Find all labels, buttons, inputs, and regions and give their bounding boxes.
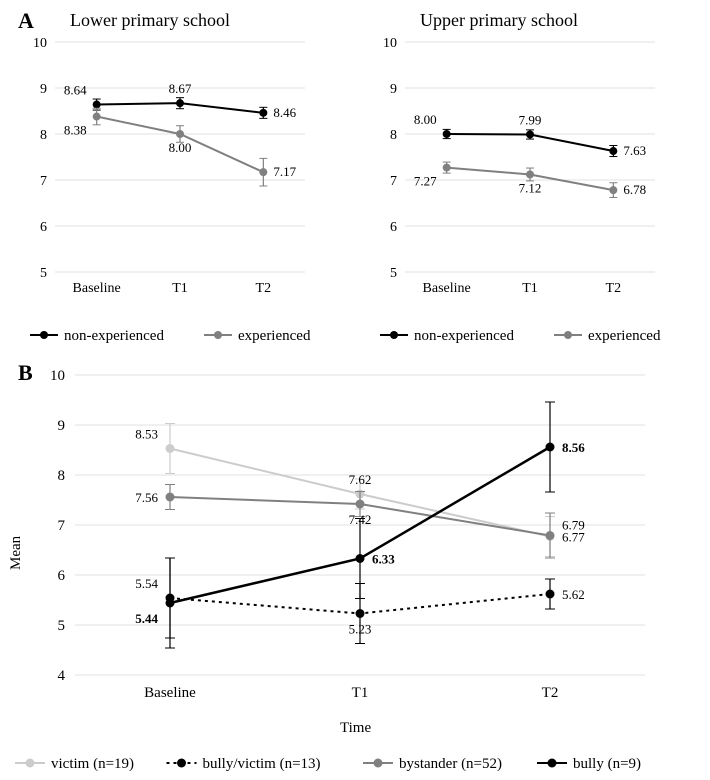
svg-text:T1: T1 xyxy=(522,281,538,296)
svg-text:5.54: 5.54 xyxy=(135,576,158,591)
svg-text:7.99: 7.99 xyxy=(519,112,542,127)
svg-text:8.00: 8.00 xyxy=(169,140,192,155)
svg-text:8.00: 8.00 xyxy=(414,112,437,127)
svg-text:bystander (n=52): bystander (n=52) xyxy=(399,756,502,772)
svg-text:10: 10 xyxy=(50,368,65,384)
svg-text:8.46: 8.46 xyxy=(273,105,296,120)
svg-text:7.56: 7.56 xyxy=(135,490,158,505)
svg-text:9: 9 xyxy=(390,82,397,97)
svg-text:7.17: 7.17 xyxy=(273,164,296,179)
svg-text:T2: T2 xyxy=(256,281,272,296)
svg-text:victim (n=19): victim (n=19) xyxy=(51,756,134,772)
svg-text:8: 8 xyxy=(58,468,66,484)
svg-text:5: 5 xyxy=(58,618,66,634)
svg-text:7: 7 xyxy=(390,174,397,189)
svg-text:9: 9 xyxy=(58,418,66,434)
svg-text:7: 7 xyxy=(40,174,47,189)
svg-text:T2: T2 xyxy=(606,281,622,296)
legend-a-right: non-experienced experienced xyxy=(365,322,695,348)
svg-text:bully/victim (n=13): bully/victim (n=13) xyxy=(203,756,321,772)
panel-a-left-title: Lower primary school xyxy=(70,10,230,31)
svg-text:T1: T1 xyxy=(172,281,188,296)
svg-text:experienced: experienced xyxy=(588,328,661,344)
svg-text:6: 6 xyxy=(390,220,397,235)
svg-text:non-experienced: non-experienced xyxy=(64,328,164,344)
svg-text:5: 5 xyxy=(390,266,397,281)
svg-text:7.12: 7.12 xyxy=(519,180,542,195)
svg-text:6.33: 6.33 xyxy=(372,552,395,567)
panel-b-x-axis-title: Time xyxy=(340,720,371,737)
panel-a-right-title: Upper primary school xyxy=(420,10,578,31)
svg-text:5.23: 5.23 xyxy=(349,622,372,637)
svg-text:6: 6 xyxy=(40,220,47,235)
svg-text:7.62: 7.62 xyxy=(349,472,372,487)
svg-text:8.64: 8.64 xyxy=(64,83,87,98)
svg-text:5.62: 5.62 xyxy=(562,587,585,602)
svg-text:5.44: 5.44 xyxy=(135,611,158,626)
svg-text:Baseline: Baseline xyxy=(423,281,471,296)
svg-text:bully (n=9): bully (n=9) xyxy=(573,756,641,772)
svg-text:8.56: 8.56 xyxy=(562,440,585,455)
legend-a-left: non-experienced experienced xyxy=(15,322,345,348)
svg-text:Baseline: Baseline xyxy=(73,281,121,296)
chart-a-left: 5 6 7 8 9 10 Baseline T1 T2 8.64 8.67 8.46 8.38 8.00 7… xyxy=(15,32,345,322)
svg-text:T1: T1 xyxy=(352,685,369,701)
svg-text:7: 7 xyxy=(58,518,66,534)
svg-text:6.78: 6.78 xyxy=(623,182,646,197)
svg-text:6.79: 6.79 xyxy=(562,518,585,533)
svg-text:non-experienced: non-experienced xyxy=(414,328,514,344)
svg-text:experienced: experienced xyxy=(238,328,311,344)
svg-text:8.53: 8.53 xyxy=(135,427,158,442)
svg-text:9: 9 xyxy=(40,82,47,97)
svg-text:8: 8 xyxy=(390,128,397,143)
panel-a-label: A xyxy=(18,8,34,34)
svg-text:5: 5 xyxy=(40,266,47,281)
chart-b: 45678910BaselineT1T28.537.626.775.545.23… xyxy=(15,360,695,720)
svg-text:T2: T2 xyxy=(542,685,559,701)
legend-b: victim (n=19) bully/victim (n=13) bystande… xyxy=(5,748,705,778)
svg-text:8.67: 8.67 xyxy=(169,81,192,96)
svg-text:6: 6 xyxy=(58,568,66,584)
chart-a-right: 5 6 7 8 9 10 Baseline T1 T2 8.00 7.99 7.63 7.27 7.12 6… xyxy=(365,32,695,322)
svg-text:10: 10 xyxy=(33,36,47,51)
svg-text:Baseline: Baseline xyxy=(144,685,196,701)
svg-text:8: 8 xyxy=(40,128,47,143)
svg-text:8.38: 8.38 xyxy=(64,123,87,138)
panel-b-y-axis-title: Mean xyxy=(8,536,25,570)
svg-text:7.63: 7.63 xyxy=(623,143,646,158)
svg-text:7.27: 7.27 xyxy=(414,174,437,189)
svg-text:10: 10 xyxy=(383,36,397,51)
svg-text:4: 4 xyxy=(58,668,66,684)
